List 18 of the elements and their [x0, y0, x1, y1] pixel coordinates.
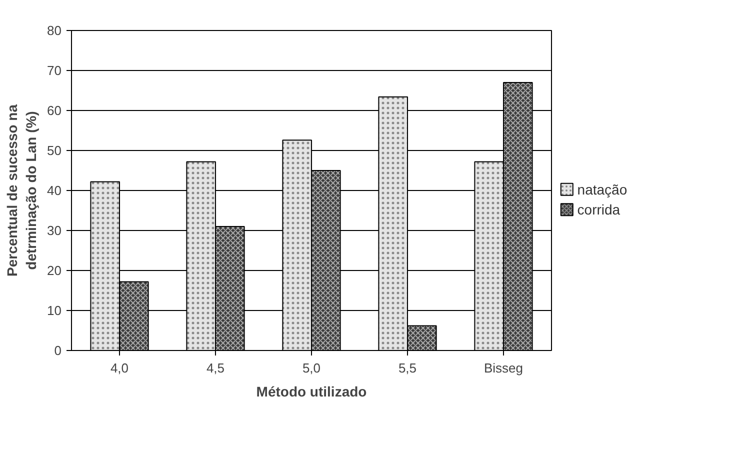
x-tick-label: 4,0: [110, 360, 129, 376]
y-tick-label: 10: [47, 303, 62, 318]
y-tick-label: 80: [47, 23, 62, 38]
legend-label: natação: [577, 181, 628, 198]
x-tick-label: Bisseg: [484, 360, 524, 376]
y-tick-label: 20: [47, 263, 62, 278]
y-axis-title: Percentual de sucesso na detrminação do Lan (%): [4, 104, 40, 276]
y-tick-label: 0: [54, 343, 62, 358]
x-axis-title: Método utilizado: [256, 384, 367, 400]
y-tick-label: 60: [47, 103, 62, 118]
y-tick-label: 50: [47, 143, 62, 158]
x-tick-label: 5,5: [398, 360, 417, 376]
y-tick-label: 30: [47, 223, 62, 238]
legend-label: corrida: [577, 202, 620, 218]
x-tick-label: 4,5: [206, 360, 225, 376]
y-tick-label: 70: [47, 63, 62, 78]
x-tick-label: 5,0: [302, 360, 321, 376]
y-tick-label: 40: [47, 183, 62, 198]
